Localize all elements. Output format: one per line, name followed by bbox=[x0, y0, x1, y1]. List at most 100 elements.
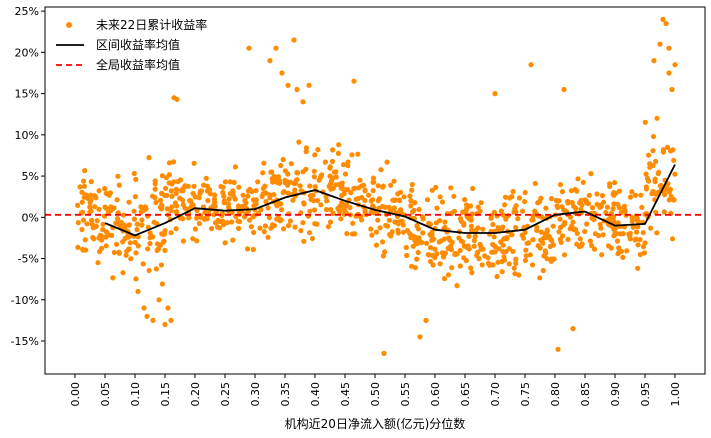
scatter-point bbox=[182, 205, 188, 211]
scatter-point bbox=[80, 247, 86, 253]
scatter-point bbox=[242, 203, 248, 209]
scatter-point bbox=[462, 197, 468, 203]
scatter-point bbox=[613, 230, 619, 236]
scatter-point bbox=[165, 305, 171, 311]
scatter-point bbox=[395, 227, 401, 233]
legend: 未来22日累计收益率 区间收益率均值 全局收益率均值 bbox=[56, 17, 207, 72]
scatter-point bbox=[651, 58, 657, 64]
scatter-point bbox=[574, 241, 580, 247]
scatter-point bbox=[330, 210, 336, 216]
scatter-point bbox=[381, 350, 387, 356]
scatter-point bbox=[632, 192, 639, 198]
scatter-point bbox=[113, 241, 120, 247]
scatter-point bbox=[158, 262, 164, 268]
scatter-point bbox=[100, 221, 106, 227]
scatter-point bbox=[382, 204, 388, 210]
scatter-point bbox=[567, 214, 574, 220]
scatter-point bbox=[280, 189, 286, 196]
scatter-point bbox=[434, 205, 440, 211]
scatter-point bbox=[351, 186, 357, 192]
y-tick-label: -10% bbox=[11, 294, 39, 307]
scatter-point bbox=[572, 226, 579, 233]
scatter-point bbox=[80, 209, 86, 215]
scatter-point bbox=[247, 217, 253, 223]
scatter-point bbox=[591, 246, 598, 252]
x-tick-label: 0.70 bbox=[489, 382, 502, 407]
scatter-point bbox=[151, 219, 157, 225]
scatter-point bbox=[577, 236, 583, 242]
scatter-point bbox=[500, 212, 506, 218]
scatter-point bbox=[500, 248, 506, 255]
scatter-point bbox=[410, 209, 416, 215]
scatter-point bbox=[491, 209, 497, 215]
scatter-point bbox=[163, 175, 170, 181]
scatter-point bbox=[388, 233, 394, 239]
scatter-point bbox=[471, 243, 477, 249]
scatter-point bbox=[349, 152, 355, 158]
scatter-point bbox=[667, 186, 674, 192]
scatter-point bbox=[612, 180, 618, 186]
scatter-point bbox=[131, 170, 137, 177]
scatter-point bbox=[345, 163, 351, 169]
scatter-point bbox=[520, 235, 527, 241]
scatter-point bbox=[420, 230, 426, 236]
scatter-point bbox=[558, 239, 564, 245]
scatter-point bbox=[369, 232, 375, 238]
scatter-point bbox=[231, 179, 237, 186]
scatter-point bbox=[87, 204, 93, 210]
scatter-point bbox=[120, 212, 126, 218]
scatter-point bbox=[310, 192, 316, 198]
scatter-point bbox=[156, 297, 162, 303]
scatter-point bbox=[120, 239, 126, 245]
scatter-point bbox=[571, 203, 577, 209]
scatter-point bbox=[498, 239, 504, 245]
scatter-point bbox=[343, 203, 349, 209]
scatter-point bbox=[102, 186, 108, 192]
scatter-point bbox=[429, 229, 435, 235]
scatter-point bbox=[503, 216, 509, 222]
scatter-point bbox=[212, 199, 218, 205]
scatter-point bbox=[227, 179, 233, 185]
scatter-point bbox=[502, 235, 508, 241]
scatter-point bbox=[79, 226, 85, 233]
scatter-point bbox=[397, 197, 403, 204]
scatter-point bbox=[610, 214, 617, 220]
scatter-point bbox=[109, 232, 115, 238]
scatter-point bbox=[323, 207, 330, 213]
scatter-point bbox=[157, 204, 163, 210]
scatter-point bbox=[427, 245, 434, 251]
scatter-point bbox=[174, 96, 180, 102]
scatter-point bbox=[614, 238, 621, 244]
scatter-point bbox=[324, 198, 330, 204]
scatter-point bbox=[580, 179, 586, 185]
scatter-point bbox=[328, 207, 334, 213]
scatter-point bbox=[116, 249, 122, 255]
scatter-point bbox=[221, 200, 227, 206]
scatter-point bbox=[565, 236, 571, 242]
scatter-point bbox=[620, 231, 626, 237]
scatter-point bbox=[75, 244, 81, 250]
scatter-point bbox=[553, 197, 560, 203]
scatter-point bbox=[643, 186, 650, 192]
scatter-point bbox=[527, 252, 534, 258]
scatter-point bbox=[408, 203, 414, 209]
scatter-point bbox=[188, 198, 194, 204]
scatter-point bbox=[522, 257, 529, 263]
scatter-point bbox=[333, 182, 339, 188]
scatter-point bbox=[640, 230, 646, 236]
scatter-point bbox=[245, 193, 251, 199]
scatter-point bbox=[578, 197, 584, 203]
scatter-point bbox=[654, 230, 660, 236]
y-tick-label: 0% bbox=[22, 211, 39, 224]
scatter-point bbox=[323, 194, 329, 200]
scatter-point bbox=[437, 261, 443, 267]
scatter-point bbox=[168, 207, 174, 214]
scatter-point bbox=[470, 185, 476, 192]
scatter-point bbox=[526, 240, 532, 246]
scatter-point bbox=[627, 230, 633, 237]
scatter-point bbox=[494, 273, 500, 280]
scatter-point bbox=[599, 193, 606, 199]
scatter-point bbox=[480, 226, 486, 232]
scatter-point bbox=[95, 260, 101, 266]
scatter-point bbox=[221, 193, 227, 199]
